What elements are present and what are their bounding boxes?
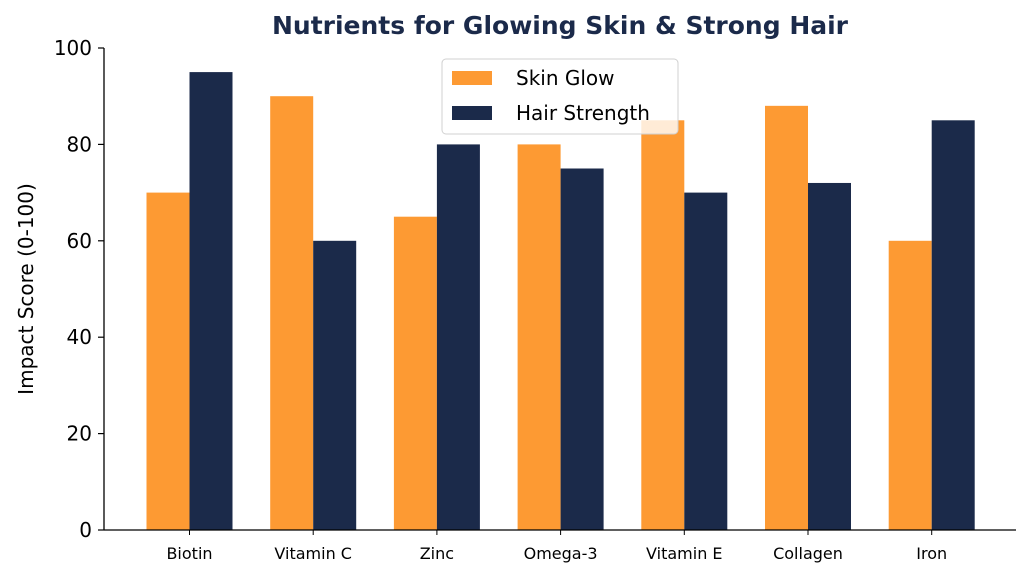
x-tick-label: Vitamin E xyxy=(646,544,722,563)
bars-group xyxy=(146,72,975,531)
legend-label-hair-strength: Hair Strength xyxy=(516,101,650,125)
bar-hair-strength-iron xyxy=(931,120,975,531)
y-tick-label: 60 xyxy=(67,229,92,253)
legend-swatch-hair-strength xyxy=(452,106,492,120)
bar-hair-strength-collagen xyxy=(808,182,851,530)
y-tick-label: 100 xyxy=(54,36,92,60)
x-tick-label: Vitamin C xyxy=(274,544,352,563)
x-tick-label: Omega-3 xyxy=(524,544,598,563)
bar-hair-strength-vitamin-e xyxy=(684,192,728,530)
y-tick-label: 40 xyxy=(67,325,92,349)
bar-skin-glow-omega-3 xyxy=(517,144,561,530)
bar-hair-strength-omega-3 xyxy=(560,168,604,530)
legend: Skin Glow Hair Strength xyxy=(441,58,679,135)
axes-group: Biotin Vitamin C Zinc Omega-3 Vitamin E Colla… xyxy=(54,36,1016,563)
bar-skin-glow-biotin xyxy=(146,192,190,530)
bar-skin-glow-zinc xyxy=(393,216,437,530)
bar-skin-glow-vitamin-c xyxy=(270,96,314,530)
x-tick-label: Collagen xyxy=(773,544,843,563)
y-tick-label: 80 xyxy=(67,132,92,156)
bar-hair-strength-vitamin-c xyxy=(313,240,357,531)
bar-hair-strength-zinc xyxy=(436,144,480,530)
bar-skin-glow-vitamin-e xyxy=(641,120,685,531)
legend-box xyxy=(441,58,679,135)
chart-title: Nutrients for Glowing Skin & Strong Hair xyxy=(272,11,849,40)
x-tick-label: Biotin xyxy=(166,544,212,563)
bar-skin-glow-collagen xyxy=(765,105,808,530)
legend-label-skin-glow: Skin Glow xyxy=(516,66,615,90)
y-tick-label: 20 xyxy=(67,422,92,446)
x-tick-label: Iron xyxy=(916,544,947,563)
bar-hair-strength-biotin xyxy=(189,72,233,530)
y-axis-label: Impact Score (0-100) xyxy=(14,183,38,395)
y-tick-label: 0 xyxy=(79,518,92,542)
legend-swatch-skin-glow xyxy=(452,71,492,85)
x-tick-label: Zinc xyxy=(420,544,454,563)
bar-skin-glow-iron xyxy=(888,240,932,531)
